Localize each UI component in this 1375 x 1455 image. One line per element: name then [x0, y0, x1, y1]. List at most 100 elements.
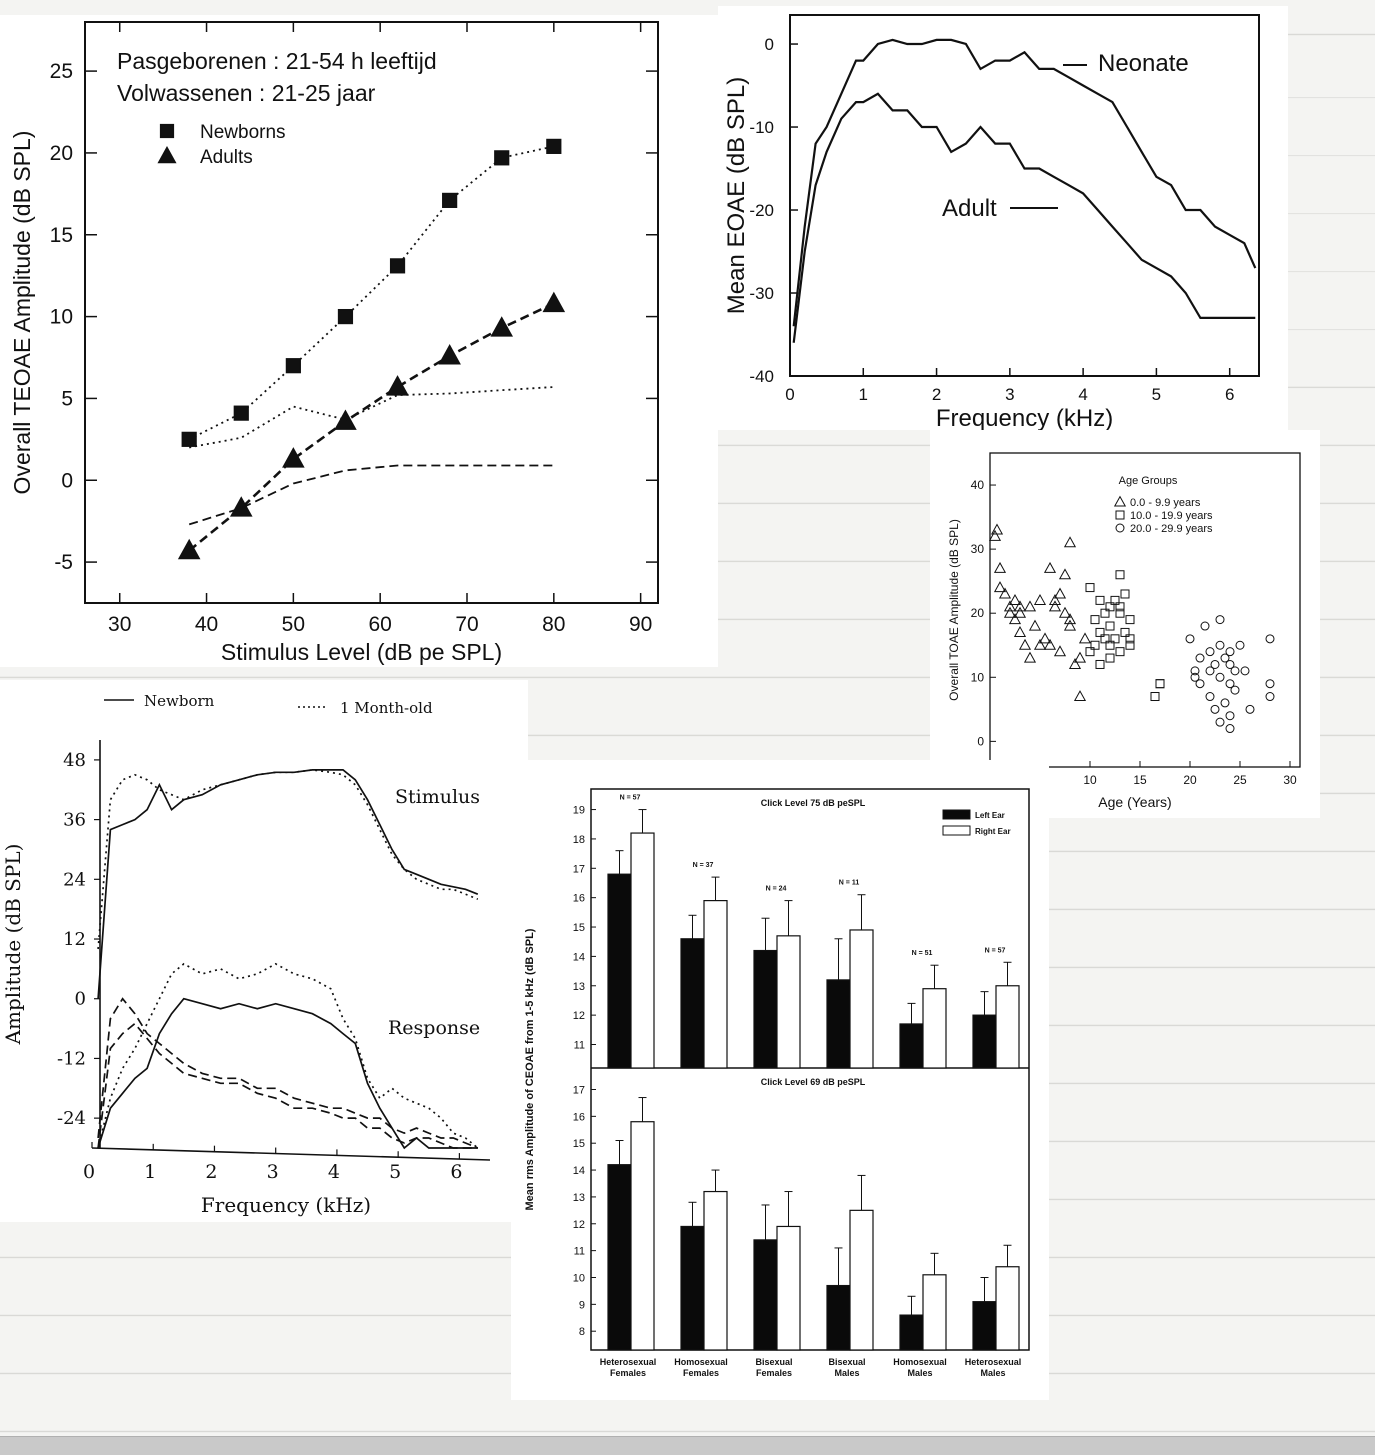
triangle-point: [1078, 632, 1092, 644]
panel-title: Click Level 75 dB peSPL: [761, 798, 866, 808]
legend-label: 20.0 - 29.9 years: [1130, 523, 1213, 535]
x-axis-label: Frequency (kHz): [936, 405, 1113, 430]
square-point: [1150, 692, 1160, 702]
spectrum-line: [792, 92, 1256, 343]
annotation-line: Pasgeborenen : 21-54 h leeftijd: [117, 48, 437, 74]
circle-point: [1230, 685, 1240, 695]
plot-frame: [84, 21, 659, 604]
ceoae-bar-chart-panel: Mean rms Amplitude of CEOAE from 1-5 kHz…: [511, 760, 1049, 1400]
right-ear-bar: [849, 929, 874, 1069]
circle-point: [1225, 679, 1235, 689]
y-tick-label: 16: [573, 1111, 585, 1123]
triangle-point: [998, 587, 1012, 599]
left-ear-bar: [680, 938, 705, 1069]
square-point: [1120, 589, 1130, 599]
square-point: [1090, 640, 1100, 650]
x-tick-label: 1: [144, 1161, 156, 1183]
y-tick-label: 15: [573, 922, 585, 934]
triangle-point: [1008, 593, 1022, 605]
right-ear-bar: [630, 1121, 655, 1351]
triangle-point: [1033, 638, 1047, 650]
x-tick-label: 0: [83, 1161, 95, 1183]
n-label: N = 37: [693, 862, 714, 869]
circle-point: [1265, 692, 1275, 702]
right-ear-bar: [776, 1225, 801, 1351]
y-tick-label: 8: [579, 1326, 585, 1338]
circle-point: [1210, 659, 1220, 669]
triangle-point: [1028, 619, 1042, 631]
y-tick-label: 12: [573, 1010, 585, 1022]
newborns-point: [233, 405, 249, 421]
y-tick-label: -20: [749, 201, 774, 220]
y-tick-label: 20: [971, 606, 985, 620]
square-point: [1115, 602, 1125, 612]
annotation-line: Volwassenen : 21-25 jaar: [117, 80, 376, 106]
plot-frame: [590, 788, 1030, 1351]
left-ear-bar: [826, 1284, 851, 1351]
circle-point: [1210, 704, 1220, 714]
x-tick-label: 6: [450, 1161, 462, 1183]
x-tick-label: 40: [195, 613, 218, 636]
left-ear-bar: [899, 1314, 924, 1351]
triangle-point: [988, 529, 1002, 541]
y-tick-label: 36: [63, 810, 86, 831]
toae-age-chart: 51015202530010203040Age (Years)Overall T…: [947, 452, 1301, 810]
x-tick-label: 30: [108, 613, 131, 636]
y-tick-label: 12: [63, 929, 86, 950]
y-tick-label: 11: [574, 1246, 585, 1258]
category-label: Males: [980, 1368, 1005, 1378]
legend-left-ear-swatch: [942, 809, 971, 820]
x-tick-label: 2: [205, 1161, 217, 1183]
y-tick-label: 19: [573, 805, 585, 817]
ceoae-bar-chart: Mean rms Amplitude of CEOAE from 1-5 kHz…: [524, 788, 1030, 1378]
y-axis-label: Mean rms Amplitude of CEOAE from 1-5 kHz…: [524, 928, 536, 1210]
left-ear-bar: [972, 1301, 997, 1351]
newborns-point: [494, 150, 510, 166]
square-point: [1095, 627, 1105, 637]
triangle-point: [1048, 593, 1062, 605]
x-tick-label: 60: [369, 613, 392, 636]
adults-point: [282, 447, 305, 468]
legend-label: 0.0 - 9.9 years: [1130, 497, 1201, 509]
newborns-point: [442, 192, 458, 208]
x-axis-label: Age (Years): [1098, 794, 1171, 810]
x-tick-label: 4: [1078, 385, 1087, 404]
right-ear-bar: [922, 988, 947, 1069]
circle-point: [1220, 653, 1230, 663]
n-label: N = 11: [839, 880, 860, 887]
category-label: Females: [683, 1368, 719, 1378]
triangle-point: [1053, 645, 1067, 657]
stimulus-curve-label: Stimulus: [395, 786, 480, 808]
category-label: Females: [610, 1368, 646, 1378]
toae-age-chart-panel: 51015202530010203040Age (Years)Overall T…: [930, 430, 1320, 818]
square-point: [1085, 647, 1095, 657]
triangle-point: [1003, 600, 1017, 612]
x-tick-label: 1: [859, 385, 868, 404]
circle-point: [1205, 692, 1215, 702]
newborns-point: [389, 258, 406, 274]
y-tick-label: 10: [50, 306, 73, 329]
x-tick-label: 3: [1005, 385, 1014, 404]
y-tick-label: 14: [573, 951, 585, 963]
x-axis-line: [91, 1147, 491, 1161]
square-point: [1105, 602, 1115, 612]
circle-point: [1205, 666, 1215, 676]
circle-point: [1205, 647, 1215, 657]
square-point: [1095, 595, 1105, 605]
square-point: [1100, 634, 1110, 644]
panel-title: Click Level 69 dB peSPL: [761, 1077, 866, 1087]
triangle-point: [1023, 600, 1037, 612]
right-ear-bar: [703, 900, 728, 1069]
newborns-point: [337, 308, 354, 325]
x-tick-label: 6: [1225, 385, 1234, 404]
response-curve-label: Response: [388, 1017, 480, 1039]
y-tick-label: 48: [63, 750, 86, 771]
category-label: Homosexual: [893, 1357, 947, 1367]
circle-point: [1190, 672, 1200, 682]
left-ear-bar: [680, 1225, 705, 1351]
y-tick-label: 18: [573, 834, 585, 846]
triangle-point: [1058, 568, 1072, 580]
y-tick-label: 5: [61, 387, 73, 410]
x-tick-label: 25: [1233, 773, 1247, 787]
